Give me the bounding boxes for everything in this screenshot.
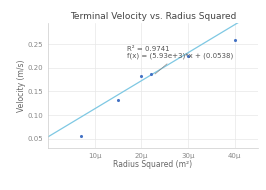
Y-axis label: Velocity (m/s): Velocity (m/s) [17,59,26,112]
Point [116,98,120,101]
Point [148,72,153,75]
Text: R² = 0.9741
f(x) = (5.93e+3)*x + (0.0538): R² = 0.9741 f(x) = (5.93e+3)*x + (0.0538… [127,46,234,74]
X-axis label: Radius Squared (m²): Radius Squared (m²) [113,160,193,169]
Point [232,39,237,42]
Title: Terminal Velocity vs. Radius Squared: Terminal Velocity vs. Radius Squared [70,12,236,21]
Point [78,135,83,138]
Point [139,75,143,78]
Point [186,54,190,57]
